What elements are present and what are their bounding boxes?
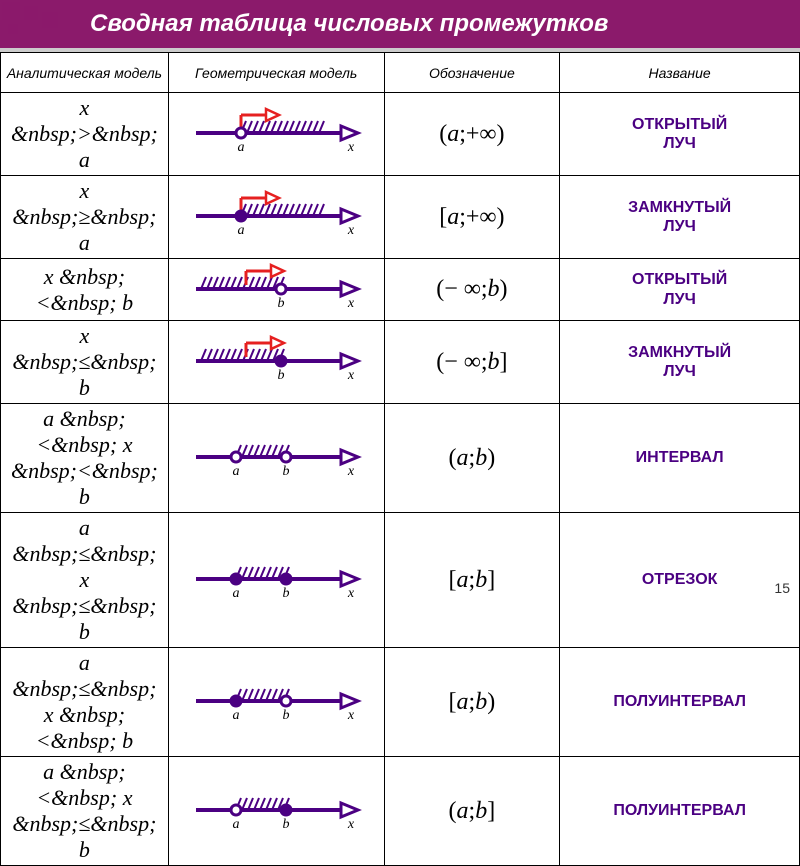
cell-geometric: abx	[168, 404, 384, 513]
slide-title: Сводная таблица числовых промежутков	[0, 0, 800, 52]
table-row: a &nbsp;≤&nbsp; x &nbsp;≤&nbsp; b a b x [a…	[1, 513, 800, 648]
svg-text:b: b	[283, 586, 290, 601]
cell-notation: (a;b]	[384, 757, 560, 866]
cell-formula: a &nbsp;<&nbsp; x &nbsp;<&nbsp; b	[1, 404, 169, 513]
cell-name: ИНТЕРВАЛ	[560, 404, 800, 513]
cell-formula: x &nbsp;>&nbsp; a	[1, 93, 169, 176]
cell-geometric: abx	[168, 513, 384, 648]
cell-notation: (a;+∞)	[384, 93, 560, 176]
cell-notation: (− ∞;b)	[384, 259, 560, 321]
svg-text:b: b	[283, 708, 290, 723]
col-header-notation: Обозначение	[384, 53, 560, 93]
svg-text:b: b	[278, 368, 285, 383]
svg-text:b: b	[278, 296, 285, 311]
svg-text:a: a	[238, 140, 245, 155]
svg-text:x: x	[347, 464, 355, 479]
col-header-name: Название	[560, 53, 800, 93]
cell-notation: (− ∞;b]	[384, 321, 560, 404]
table-row: x &nbsp;<&nbsp; b bx (− ∞;b) ОТКРЫТЫЙЛУЧ	[1, 259, 800, 321]
table-row: x &nbsp;>&nbsp; a ax (a;+∞) ОТКРЫТЫЙЛУЧ	[1, 93, 800, 176]
table-row: a &nbsp;<&nbsp; x &nbsp;<&nbsp; b a b x (a…	[1, 404, 800, 513]
cell-notation: [a;+∞)	[384, 176, 560, 259]
cell-formula: a &nbsp;<&nbsp; x &nbsp;≤&nbsp; b	[1, 757, 169, 866]
cell-notation: [a;b]	[384, 513, 560, 648]
cell-name: ЗАМКНУТЫЙЛУЧ	[560, 321, 800, 404]
cell-name: ОТКРЫТЫЙЛУЧ	[560, 93, 800, 176]
table-row: x &nbsp;≥&nbsp; a ax [a;+∞) ЗАМКНУТЫЙЛУЧ	[1, 176, 800, 259]
cell-name: ОТРЕЗОК	[560, 513, 800, 648]
svg-text:x: x	[347, 296, 355, 311]
table-row: a &nbsp;<&nbsp; x &nbsp;≤&nbsp; b a b x (a…	[1, 757, 800, 866]
cell-geometric: abx	[168, 757, 384, 866]
cell-notation: [a;b)	[384, 648, 560, 757]
svg-text:a: a	[233, 464, 240, 479]
svg-text:x: x	[347, 223, 355, 238]
cell-geometric: bx	[168, 321, 384, 404]
svg-text:a: a	[233, 708, 240, 723]
svg-text:x: x	[347, 708, 355, 723]
cell-notation: (a;b)	[384, 404, 560, 513]
svg-text:a: a	[233, 586, 240, 601]
cell-name: ОТКРЫТЫЙЛУЧ	[560, 259, 800, 321]
svg-text:a: a	[233, 817, 240, 832]
svg-text:b: b	[283, 464, 290, 479]
svg-text:x: x	[347, 817, 355, 832]
cell-name: ПОЛУИНТЕРВАЛ	[560, 648, 800, 757]
svg-text:a: a	[238, 223, 245, 238]
svg-text:b: b	[283, 817, 290, 832]
col-header-geometric: Геометрическая модель	[168, 53, 384, 93]
slide-container: { "title": "Сводная таблица числовых про…	[0, 0, 800, 600]
cell-formula: x &nbsp;<&nbsp; b	[1, 259, 169, 321]
cell-formula: x &nbsp;≥&nbsp; a	[1, 176, 169, 259]
cell-formula: x &nbsp;≤&nbsp; b	[1, 321, 169, 404]
table-row: x &nbsp;≤&nbsp; b bx (− ∞;b] ЗАМКНУТЫЙЛУ…	[1, 321, 800, 404]
col-header-analytic: Аналитическая модель	[1, 53, 169, 93]
slide-number: 15	[774, 580, 790, 596]
cell-geometric: bx	[168, 259, 384, 321]
cell-geometric: ax	[168, 176, 384, 259]
table-row: a &nbsp;≤&nbsp; x &nbsp;<&nbsp; b a b x [a…	[1, 648, 800, 757]
svg-text:x: x	[347, 140, 355, 155]
corner-decoration	[0, 0, 80, 50]
cell-name: ПОЛУИНТЕРВАЛ	[560, 757, 800, 866]
cell-geometric: abx	[168, 648, 384, 757]
cell-name: ЗАМКНУТЫЙЛУЧ	[560, 176, 800, 259]
table-header-row: Аналитическая модель Геометрическая моде…	[1, 53, 800, 93]
cell-geometric: ax	[168, 93, 384, 176]
cell-formula: a &nbsp;≤&nbsp; x &nbsp;≤&nbsp; b	[1, 513, 169, 648]
intervals-table: Аналитическая модель Геометрическая моде…	[0, 52, 800, 866]
svg-text:x: x	[347, 368, 355, 383]
cell-formula: a &nbsp;≤&nbsp; x &nbsp;<&nbsp; b	[1, 648, 169, 757]
svg-text:x: x	[347, 586, 355, 601]
